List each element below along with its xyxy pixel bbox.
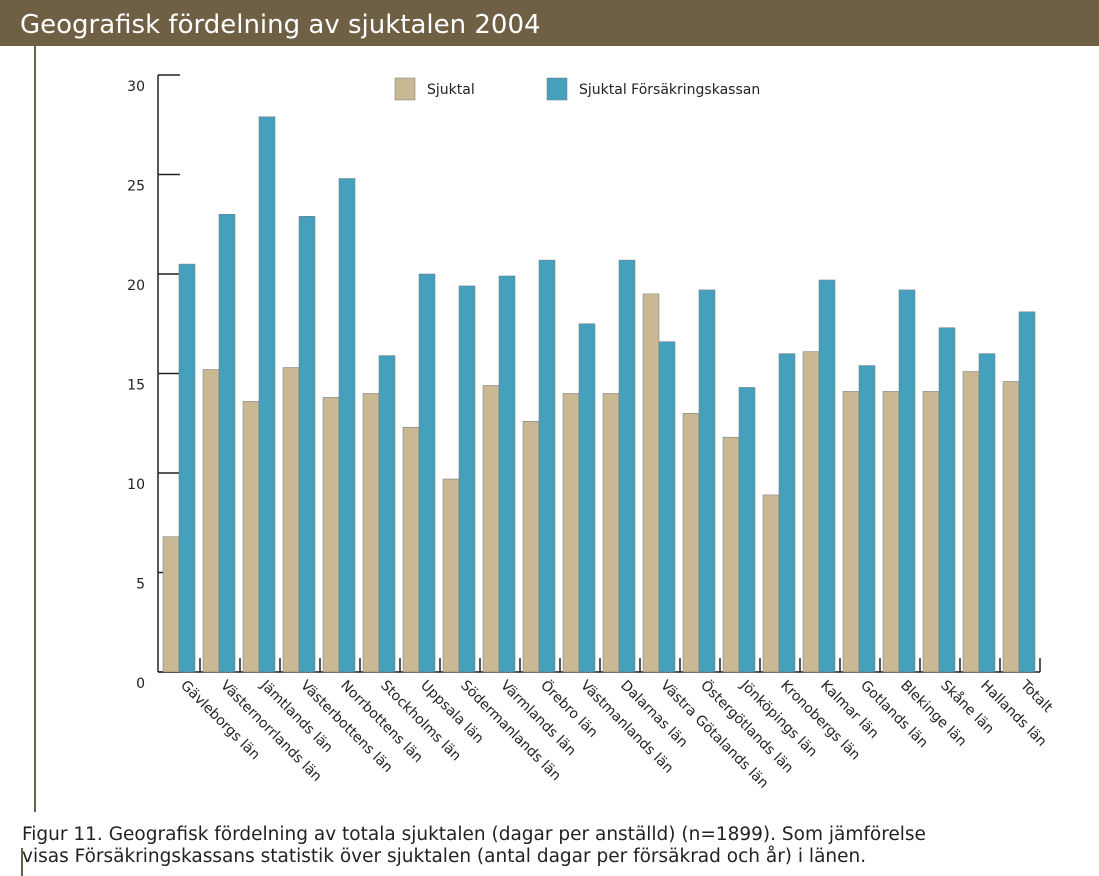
bar bbox=[418, 273, 436, 673]
bar bbox=[258, 116, 276, 673]
bar bbox=[898, 289, 916, 673]
bar bbox=[362, 393, 380, 673]
bar bbox=[162, 536, 180, 673]
bar bbox=[378, 355, 396, 673]
legend-swatch bbox=[394, 77, 416, 101]
bar bbox=[338, 178, 356, 673]
caption: visas Försäkringskassans statistik över … bbox=[22, 846, 866, 867]
bar bbox=[618, 259, 636, 673]
bar bbox=[882, 391, 900, 673]
bar bbox=[458, 285, 476, 673]
bar bbox=[178, 263, 196, 673]
bar bbox=[482, 385, 500, 673]
bar bbox=[738, 387, 756, 673]
y-tick-label: 10 bbox=[127, 477, 145, 493]
bar bbox=[578, 323, 596, 673]
bar bbox=[498, 275, 516, 673]
bar bbox=[642, 293, 660, 673]
bar bbox=[242, 401, 260, 673]
bar bbox=[962, 371, 980, 673]
bar bbox=[978, 353, 996, 673]
bar bbox=[1018, 311, 1036, 673]
y-tick-label: 25 bbox=[127, 179, 145, 195]
bar bbox=[858, 365, 876, 673]
bar bbox=[538, 259, 556, 673]
bar bbox=[698, 289, 716, 673]
chart-title: Geografisk fördelning av sjuktalen 2004 bbox=[20, 10, 541, 40]
bar bbox=[1002, 381, 1020, 673]
bar bbox=[658, 341, 676, 673]
bar bbox=[218, 214, 236, 673]
bar bbox=[938, 327, 956, 673]
bar bbox=[778, 353, 796, 673]
legend-swatch bbox=[546, 77, 568, 101]
bar bbox=[442, 478, 460, 673]
bar bbox=[298, 216, 316, 673]
bar bbox=[202, 369, 220, 673]
bar bbox=[602, 393, 620, 673]
y-tick-label: 5 bbox=[136, 577, 145, 593]
bar bbox=[562, 393, 580, 673]
bar bbox=[402, 426, 420, 673]
bar bbox=[682, 413, 700, 673]
legend-label: Sjuktal bbox=[427, 82, 475, 98]
y-tick-label: 15 bbox=[127, 378, 145, 394]
legend-label: Sjuktal Försäkringskassan bbox=[579, 82, 760, 98]
header-bar bbox=[0, 0, 1099, 46]
bar bbox=[762, 494, 780, 673]
y-tick-label: 30 bbox=[127, 79, 145, 95]
bar bbox=[322, 397, 340, 673]
bar bbox=[842, 391, 860, 673]
bar bbox=[722, 436, 740, 673]
bar bbox=[818, 279, 836, 673]
y-tick-label: 0 bbox=[136, 676, 145, 692]
caption: Figur 11. Geografisk fördelning av total… bbox=[22, 824, 926, 845]
bar bbox=[282, 367, 300, 673]
bar bbox=[922, 391, 940, 673]
bar bbox=[802, 351, 820, 673]
y-tick-label: 20 bbox=[127, 278, 145, 294]
bar bbox=[522, 421, 540, 673]
